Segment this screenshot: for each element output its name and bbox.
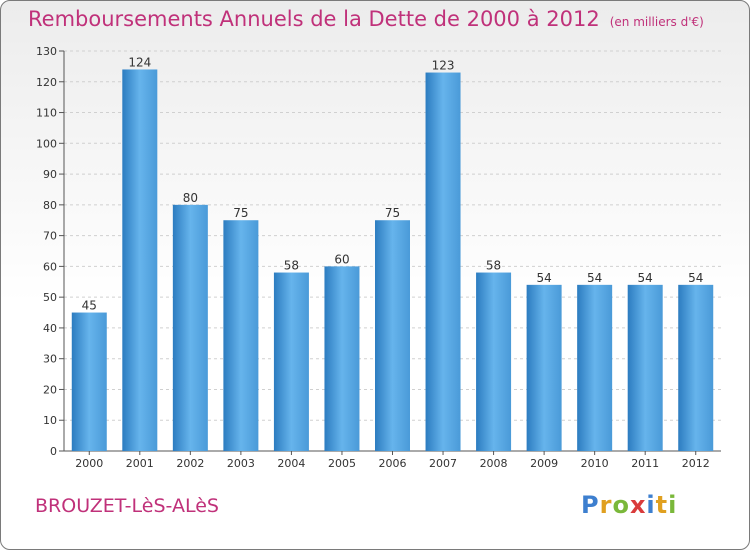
data-label: 54 <box>587 271 602 285</box>
x-tick-label: 2009 <box>530 457 558 470</box>
chart-subtitle: (en milliers d'€) <box>609 15 704 29</box>
data-label: 124 <box>128 55 151 69</box>
x-tick-label: 2000 <box>75 457 103 470</box>
logo-letter: r <box>599 491 613 519</box>
x-tick-label: 2004 <box>277 457 305 470</box>
y-tick-label: 50 <box>43 291 57 304</box>
y-tick-label: 90 <box>43 168 57 181</box>
logo-letter: t <box>655 491 669 519</box>
data-label: 80 <box>183 191 198 205</box>
x-tick-label: 2006 <box>379 457 407 470</box>
y-tick-label: 80 <box>43 199 57 212</box>
data-label: 58 <box>486 259 501 273</box>
bar <box>375 220 410 451</box>
bar <box>678 284 714 451</box>
data-label: 54 <box>536 271 551 285</box>
data-label: 54 <box>638 271 653 285</box>
data-label: 45 <box>82 299 97 313</box>
bar <box>223 220 259 451</box>
y-tick-label: 120 <box>36 76 57 89</box>
logo-letter: i <box>668 491 678 519</box>
y-tick-label: 20 <box>43 383 57 396</box>
bar <box>476 272 512 451</box>
y-tick-label: 30 <box>43 353 57 366</box>
chart-title: Remboursements Annuels de la Dette de 20… <box>28 7 704 31</box>
logo-letter: o <box>612 491 630 519</box>
y-tick-label: 110 <box>36 107 57 120</box>
y-tick-labels: 0 10 20 30 40 50 60 70 80 90 100 110 120 130 <box>36 45 57 458</box>
city-name: BROUZET-LèS-ALèS <box>35 495 219 517</box>
bar <box>324 266 360 451</box>
chart-title-text: Remboursements Annuels de la Dette de 20… <box>28 7 600 31</box>
y-tick-label: 10 <box>43 414 57 427</box>
y-tick-label: 100 <box>36 137 57 150</box>
x-tick-label: 2002 <box>176 457 204 470</box>
bar <box>425 72 461 452</box>
bar <box>526 284 562 451</box>
bar <box>627 284 663 451</box>
y-tick-label: 40 <box>43 322 57 335</box>
bar <box>577 284 613 451</box>
x-tick-label: 2008 <box>480 457 508 470</box>
data-label: 54 <box>688 271 703 285</box>
x-tick-label: 2003 <box>227 457 255 470</box>
y-tick-label: 130 <box>36 45 57 58</box>
bars <box>71 69 714 452</box>
data-label: 75 <box>385 206 400 220</box>
data-label: 60 <box>334 252 349 266</box>
data-label: 58 <box>284 259 299 273</box>
x-tick-labels: 2000 2001 2002 2003 2004 2005 2006 2007 2008 2009… <box>75 457 709 470</box>
logo-letter: x <box>629 491 647 519</box>
bar <box>71 312 107 451</box>
y-tick-label: 60 <box>43 260 57 273</box>
x-tick-label: 2007 <box>429 457 457 470</box>
bar <box>122 69 158 451</box>
bar <box>172 204 208 451</box>
data-label: 123 <box>432 59 455 73</box>
y-tick-label: 70 <box>43 230 57 243</box>
logo-letter: i <box>646 491 656 519</box>
y-tick-label: 0 <box>50 445 57 458</box>
x-tick-label: 2001 <box>126 457 154 470</box>
x-tick-label: 2010 <box>581 457 609 470</box>
x-tick-label: 2011 <box>631 457 659 470</box>
x-tick-label: 2012 <box>682 457 710 470</box>
x-tick-label: 2005 <box>328 457 356 470</box>
bar <box>273 272 309 451</box>
proxiti-logo: Proxiti <box>581 491 677 519</box>
data-label: 75 <box>233 206 248 220</box>
data-labels: 45 124 80 75 58 60 75 123 58 54 54 54 54 <box>82 55 704 312</box>
logo-letter: P <box>581 491 600 519</box>
